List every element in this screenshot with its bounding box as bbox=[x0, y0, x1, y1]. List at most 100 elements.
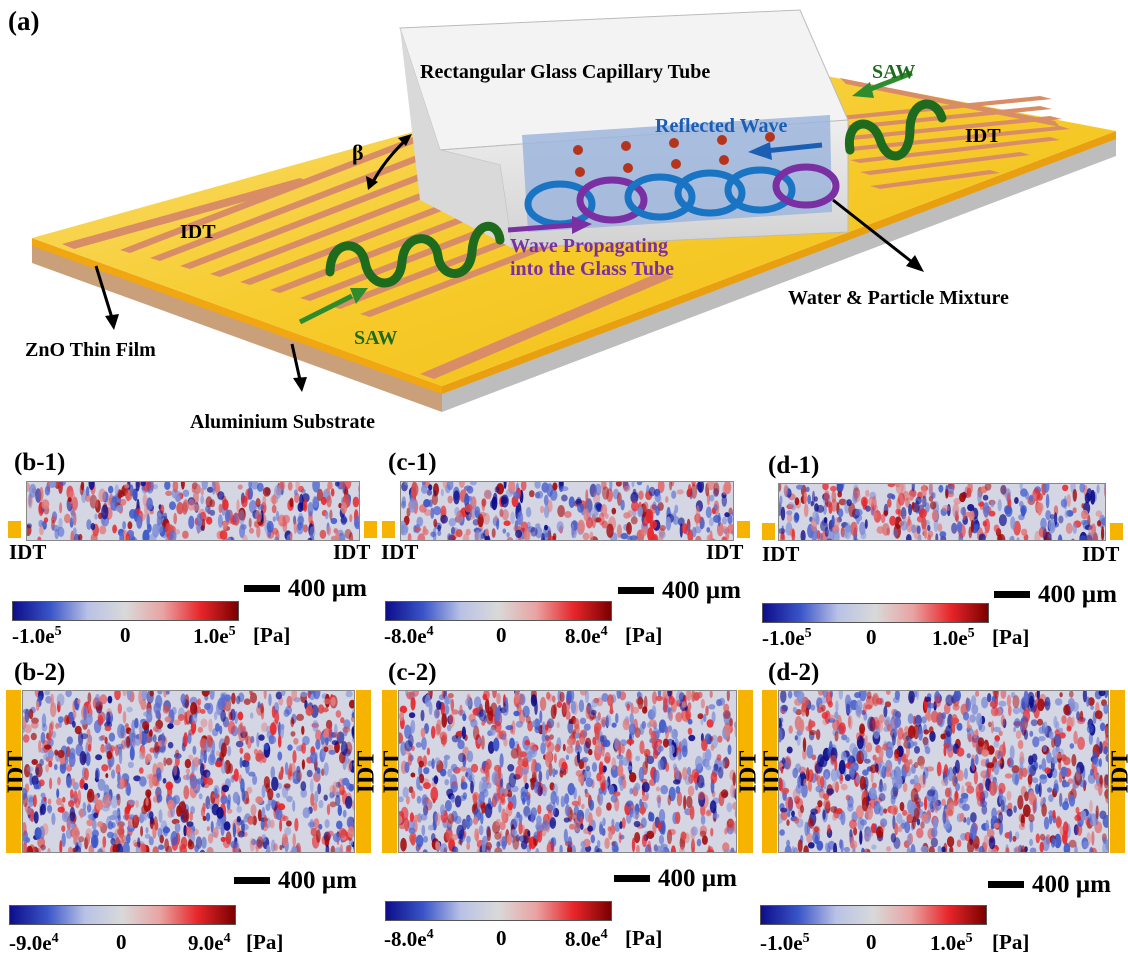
panel-c1-label: (c-1) bbox=[388, 449, 437, 476]
colorbar-d2 bbox=[760, 905, 987, 925]
pointer-lines bbox=[94, 198, 913, 381]
tube-shadow-side bbox=[400, 28, 512, 248]
scale-bar-d2: 400 µm bbox=[988, 872, 1111, 897]
panel-d1-label: (d-1) bbox=[768, 452, 820, 479]
panel-d2-label: (d-2) bbox=[768, 659, 820, 686]
fluid-window bbox=[522, 115, 832, 232]
colorbar-d1-unit: [Pa] bbox=[992, 625, 1030, 649]
particles bbox=[573, 132, 775, 177]
saw-arrow-right bbox=[852, 70, 913, 98]
pressure-map-b1 bbox=[26, 481, 360, 541]
beta-label: β bbox=[352, 140, 364, 165]
colorbar-c2-mid: 0 bbox=[496, 926, 507, 950]
saw-label-left: SAW bbox=[354, 327, 397, 349]
substrate-front-face bbox=[32, 243, 442, 412]
idt-pad-c1-left bbox=[382, 521, 395, 538]
scale-bar-c2: 400 µm bbox=[614, 866, 737, 891]
colorbar-d1-max: 1.0e5 bbox=[932, 626, 975, 650]
saw-label-right: SAW bbox=[872, 61, 915, 83]
saw-wave-right bbox=[844, 99, 947, 161]
pointer-arrowheads bbox=[105, 255, 924, 392]
idt-b2-right: IDT bbox=[353, 750, 380, 794]
beta-arrowhead-top bbox=[398, 134, 412, 146]
colorbar-b1-min: -1.0e5 bbox=[12, 624, 62, 648]
idt-d2-right: IDT bbox=[1107, 750, 1128, 794]
scale-bar-b1: 400 µm bbox=[244, 576, 367, 601]
reflected-wave-arrow bbox=[748, 142, 823, 160]
panel-c2-label: (c-2) bbox=[388, 659, 437, 686]
zno-edge-front bbox=[32, 238, 442, 394]
saw-arrow-left bbox=[298, 288, 368, 325]
colorbar-b1 bbox=[12, 601, 239, 621]
idt-pad-c2-right bbox=[738, 690, 753, 853]
idt-pad-d1-right bbox=[1110, 523, 1123, 540]
colorbar-b2-min: -9.0e4 bbox=[9, 931, 59, 955]
colorbar-b2-mid: 0 bbox=[116, 930, 127, 954]
colorbar-b1-max: 1.0e5 bbox=[193, 624, 236, 648]
scale-bar-d1: 400 µm bbox=[994, 582, 1117, 607]
colorbar-c1-min: -8.0e4 bbox=[384, 624, 434, 648]
colorbar-c2-min: -8.0e4 bbox=[384, 927, 434, 951]
idt-label-left: IDT bbox=[180, 221, 216, 243]
reflected-wave-label: Reflected Wave bbox=[655, 115, 787, 137]
idt-pad-d1-left bbox=[762, 523, 775, 540]
colorbar-d1-mid: 0 bbox=[866, 625, 877, 649]
idt-c1-right: IDT bbox=[706, 540, 744, 564]
pressure-map-d1 bbox=[778, 483, 1106, 541]
scale-bar-b2: 400 µm bbox=[234, 868, 357, 893]
colorbar-b2-unit: [Pa] bbox=[246, 930, 284, 954]
colorbar-b2-max: 9.0e4 bbox=[188, 931, 231, 955]
scale-bar-c1: 400 µm bbox=[618, 578, 741, 603]
colorbar-d2-min: -1.0e5 bbox=[760, 931, 810, 955]
colorbar-b1-mid: 0 bbox=[120, 623, 131, 647]
zno-edge-right bbox=[442, 131, 1116, 394]
pressure-map-b2 bbox=[22, 690, 355, 853]
idt-d1-right: IDT bbox=[1082, 542, 1120, 566]
pressure-map-c1 bbox=[400, 481, 734, 541]
colorbar-d2-unit: [Pa] bbox=[992, 930, 1030, 954]
colorbar-c1-unit: [Pa] bbox=[625, 623, 663, 647]
idt-pad-d2-left bbox=[762, 690, 777, 853]
panel-b1-label: (b-1) bbox=[14, 449, 66, 476]
colorbar-c1-mid: 0 bbox=[496, 623, 507, 647]
idt-c1-left: IDT bbox=[381, 540, 419, 564]
propagating-wave-arrow bbox=[507, 216, 592, 234]
colorbar-d1 bbox=[762, 603, 989, 623]
mixture-label: Water & Particle Mixture bbox=[788, 287, 1009, 309]
idt-c2-right: IDT bbox=[735, 750, 762, 794]
colorbar-c1-max: 8.0e4 bbox=[565, 624, 608, 648]
idt-pad-b2-right bbox=[356, 690, 371, 853]
pressure-map-c2 bbox=[398, 690, 737, 853]
idt-b1-left: IDT bbox=[9, 540, 47, 564]
colorbar-d1-min: -1.0e5 bbox=[762, 626, 812, 650]
idt-pad-d2-right bbox=[1110, 690, 1125, 853]
idt-pad-b1-left bbox=[8, 521, 21, 538]
tube-label: Rectangular Glass Capillary Tube bbox=[420, 61, 710, 83]
panel-a-label: (a) bbox=[8, 6, 39, 36]
colorbar-c2 bbox=[385, 901, 612, 921]
colorbar-b2 bbox=[9, 905, 236, 925]
idt-d1-left: IDT bbox=[762, 542, 800, 566]
colorbar-c1 bbox=[385, 601, 612, 621]
propagating-label-line1: Wave Propagating bbox=[510, 235, 668, 257]
idt-pad-c2-left bbox=[382, 690, 397, 853]
colorbar-d2-mid: 0 bbox=[866, 930, 877, 954]
saw-wave-left bbox=[325, 221, 505, 288]
idt-label-right: IDT bbox=[965, 125, 1001, 147]
idt-b1-right: IDT bbox=[333, 540, 371, 564]
device-schematic: (a) Rectangular Glass Capillary Tube Ref… bbox=[8, 6, 1116, 433]
standing-wave-rings bbox=[524, 163, 840, 228]
propagating-label-line2: into the Glass Tube bbox=[510, 258, 674, 280]
colorbar-c2-unit: [Pa] bbox=[625, 926, 663, 950]
colorbar-b1-unit: [Pa] bbox=[253, 623, 291, 647]
substrate-label: Aluminium Substrate bbox=[190, 411, 375, 433]
idt-pad-b1-right bbox=[364, 521, 377, 538]
panel-b2-label: (b-2) bbox=[14, 659, 66, 686]
substrate-right-face bbox=[442, 136, 1116, 412]
idt-pad-b2-left bbox=[6, 690, 21, 853]
beta-arrowhead-bottom bbox=[366, 176, 378, 190]
colorbar-d2-max: 1.0e5 bbox=[930, 931, 973, 955]
pressure-map-d2 bbox=[778, 690, 1109, 853]
zno-label: ZnO Thin Film bbox=[25, 339, 156, 361]
idt-pad-c1-right bbox=[737, 521, 750, 538]
